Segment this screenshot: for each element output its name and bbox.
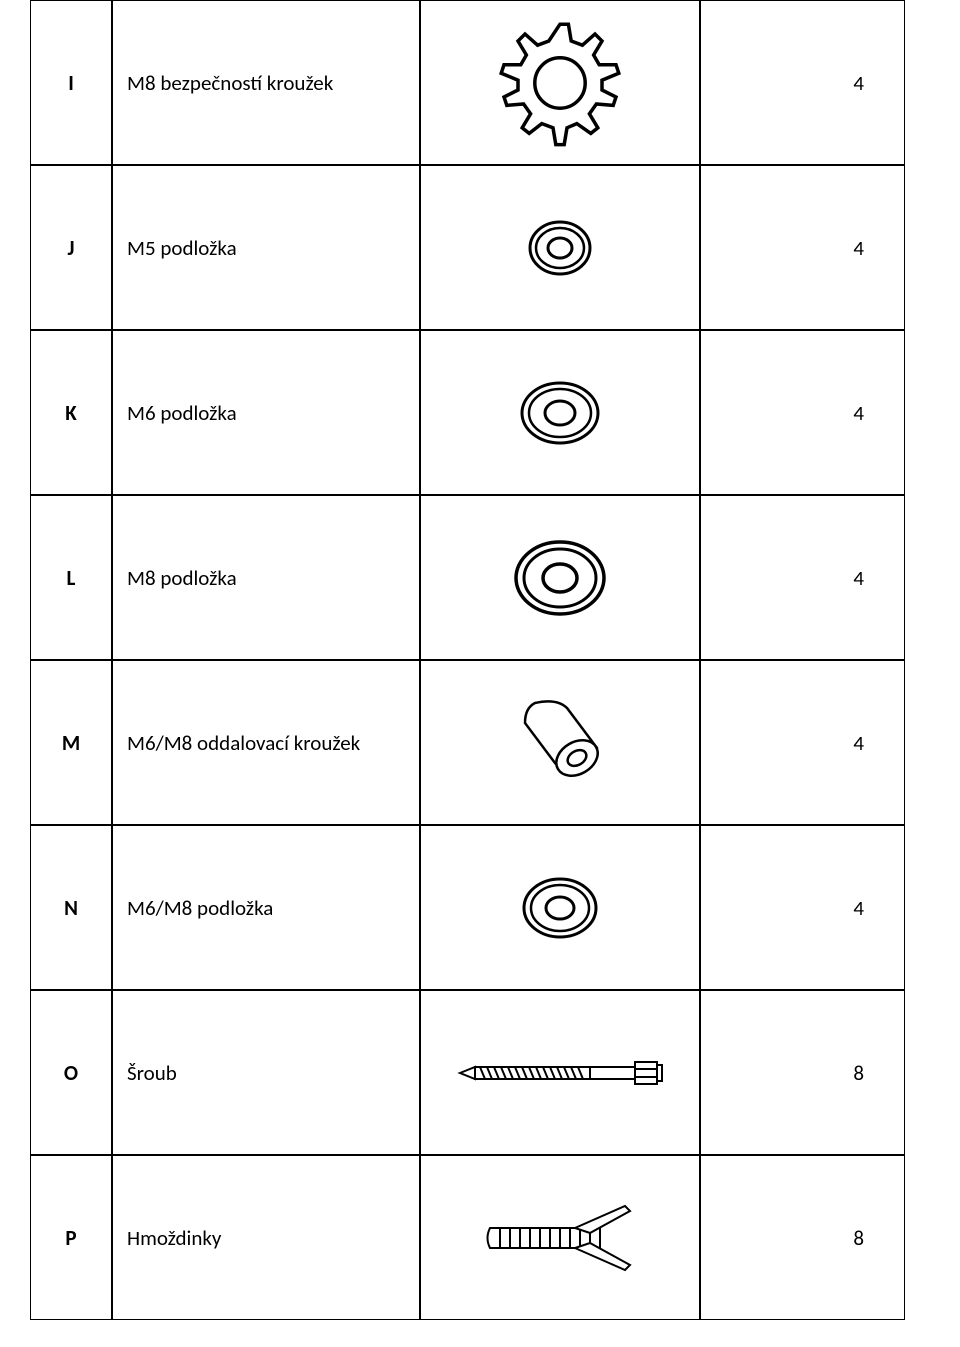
part-id: K	[30, 330, 112, 495]
part-qty: 4	[700, 660, 905, 825]
part-image	[420, 495, 700, 660]
part-qty: 4	[700, 825, 905, 990]
part-id: M	[30, 660, 112, 825]
washer-icon	[510, 536, 610, 620]
table-row: L M8 podložka 4	[30, 495, 906, 660]
parts-table: I M8 bezpečností kroužek 4 J M5 podložka…	[30, 0, 906, 1320]
table-row: K M6 podložka 4	[30, 330, 906, 495]
table-row: N M6/M8 podložka 4	[30, 825, 906, 990]
part-desc: M8 podložka	[112, 495, 420, 660]
part-image	[420, 165, 700, 330]
part-image	[420, 330, 700, 495]
part-id: I	[30, 0, 112, 165]
part-id: N	[30, 825, 112, 990]
part-image	[420, 660, 700, 825]
part-qty: 4	[700, 165, 905, 330]
part-desc: M8 bezpečností kroužek	[112, 0, 420, 165]
screw-icon	[455, 1053, 665, 1093]
part-qty: 4	[700, 330, 905, 495]
part-image	[420, 825, 700, 990]
gear-icon	[490, 13, 630, 153]
part-qty: 8	[700, 990, 905, 1155]
part-desc: Hmoždinky	[112, 1155, 420, 1320]
table-row: P Hmoždinky	[30, 1155, 906, 1320]
washer-icon	[518, 873, 602, 943]
part-desc: M6/M8 podložka	[112, 825, 420, 990]
part-id: O	[30, 990, 112, 1155]
washer-icon	[524, 217, 596, 279]
part-qty: 4	[700, 0, 905, 165]
part-id: P	[30, 1155, 112, 1320]
part-qty: 4	[700, 495, 905, 660]
table-row: J M5 podložka 4	[30, 165, 906, 330]
part-desc: M5 podložka	[112, 165, 420, 330]
part-desc: Šroub	[112, 990, 420, 1155]
part-id: L	[30, 495, 112, 660]
part-image	[420, 1155, 700, 1320]
part-desc: M6/M8 oddalovací kroužek	[112, 660, 420, 825]
part-image	[420, 990, 700, 1155]
part-desc: M6 podložka	[112, 330, 420, 495]
spacer-icon	[505, 688, 615, 798]
part-id: J	[30, 165, 112, 330]
part-qty: 8	[700, 1155, 905, 1320]
washer-icon	[517, 377, 603, 449]
table-row: M M6/M8 oddalovací kroužek 4	[30, 660, 906, 825]
part-image	[420, 0, 700, 165]
anchor-icon	[475, 1198, 645, 1278]
table-row: O Šroub	[30, 990, 906, 1155]
table-row: I M8 bezpečností kroužek 4	[30, 0, 906, 165]
